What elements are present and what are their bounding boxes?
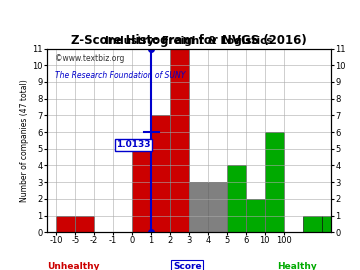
Bar — [151, 115, 170, 232]
Bar — [189, 182, 208, 232]
Bar — [246, 199, 265, 232]
Y-axis label: Number of companies (47 total): Number of companies (47 total) — [21, 79, 30, 202]
Text: Unhealthy: Unhealthy — [47, 262, 99, 270]
Bar — [75, 215, 94, 232]
Text: The Research Foundation of SUNY: The Research Foundation of SUNY — [55, 71, 186, 80]
Title: Z-Score Histogram for NVGS (2016): Z-Score Histogram for NVGS (2016) — [71, 35, 307, 48]
Bar — [227, 166, 246, 232]
Bar — [56, 215, 75, 232]
Bar — [322, 215, 341, 232]
Bar — [265, 132, 284, 232]
Text: 1.0133: 1.0133 — [116, 140, 150, 149]
Text: Score: Score — [173, 262, 202, 270]
Text: Industry: Freight & Logistics: Industry: Freight & Logistics — [105, 36, 273, 46]
Bar — [132, 149, 151, 232]
Text: ©www.textbiz.org: ©www.textbiz.org — [55, 54, 125, 63]
Bar — [303, 215, 322, 232]
Text: Healthy: Healthy — [277, 262, 317, 270]
Bar — [170, 49, 189, 232]
Bar — [208, 182, 227, 232]
